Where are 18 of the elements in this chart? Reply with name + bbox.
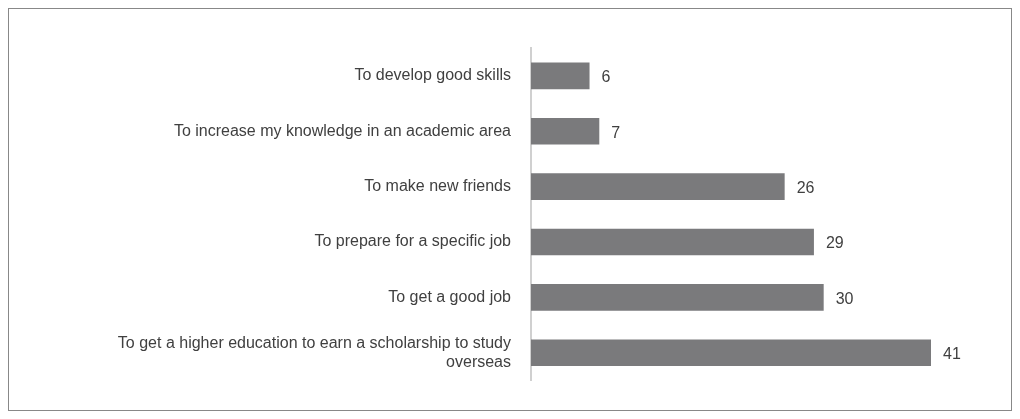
y-tick-label: To prepare for a specific job — [314, 232, 512, 250]
bar — [531, 228, 814, 256]
data-label: 6 — [601, 68, 611, 86]
data-label: 29 — [825, 234, 844, 252]
bar — [531, 284, 824, 311]
data-label: 7 — [611, 123, 621, 141]
data-label: 30 — [835, 289, 854, 307]
data-label: 41 — [943, 345, 961, 363]
y-tick-label: To get a higher education to earn a scholarship to study overseas — [117, 333, 511, 370]
data-label: 26 — [796, 179, 815, 197]
y-tick-label: To develop good skills — [354, 66, 511, 84]
y-tick-label: To make new friends — [364, 177, 511, 195]
y-tick-label: To get a good job — [388, 287, 512, 305]
bar — [531, 339, 931, 367]
y-tick-label: To increase my knowledge in an academic area — [173, 121, 512, 139]
bar — [531, 173, 785, 200]
bar — [531, 62, 590, 90]
bar — [531, 117, 600, 145]
